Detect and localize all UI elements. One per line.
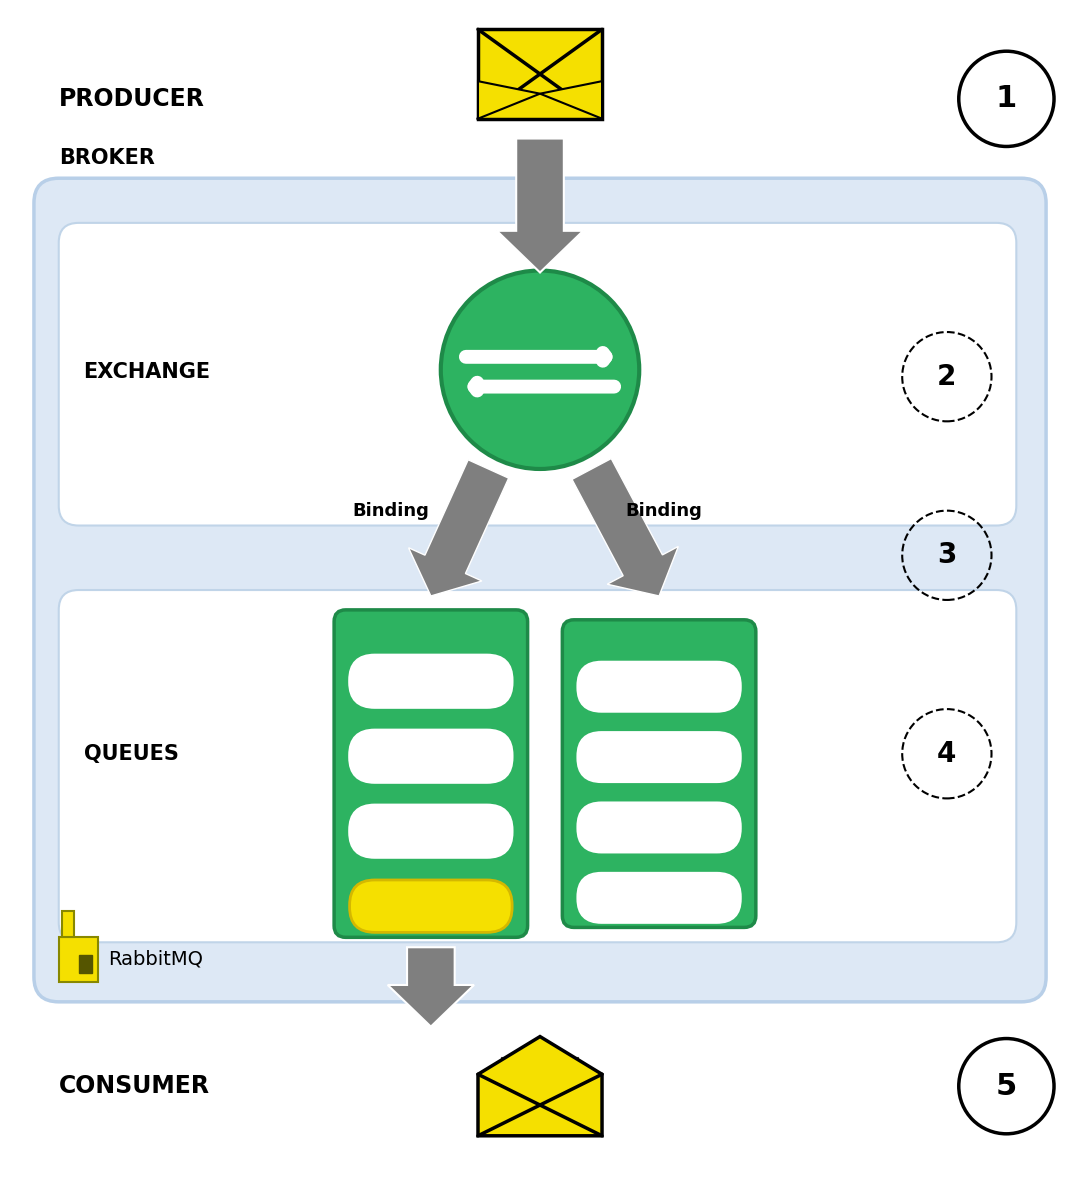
Text: BROKER: BROKER [58, 148, 155, 169]
Text: 4: 4 [937, 740, 956, 768]
Text: 3: 3 [937, 541, 956, 570]
Text: Binding: Binding [353, 502, 430, 520]
Polygon shape [572, 458, 678, 596]
FancyBboxPatch shape [350, 805, 512, 857]
Text: Binding: Binding [626, 502, 703, 520]
Text: 5: 5 [995, 1072, 1017, 1100]
FancyBboxPatch shape [562, 620, 756, 927]
Polygon shape [478, 81, 540, 119]
FancyBboxPatch shape [79, 956, 92, 973]
Circle shape [441, 271, 639, 469]
FancyBboxPatch shape [350, 880, 512, 932]
Polygon shape [408, 459, 509, 596]
FancyBboxPatch shape [58, 938, 99, 982]
Text: CONSUMER: CONSUMER [58, 1074, 210, 1098]
FancyBboxPatch shape [578, 874, 741, 922]
Polygon shape [497, 139, 583, 273]
Text: QUEUES: QUEUES [83, 744, 179, 763]
FancyBboxPatch shape [578, 802, 741, 852]
Polygon shape [388, 947, 474, 1027]
FancyBboxPatch shape [350, 730, 512, 782]
Text: 1: 1 [995, 84, 1017, 113]
Text: 2: 2 [937, 363, 956, 391]
FancyBboxPatch shape [578, 732, 741, 782]
FancyBboxPatch shape [478, 30, 602, 119]
FancyBboxPatch shape [58, 223, 1016, 526]
FancyBboxPatch shape [501, 1059, 578, 1128]
Text: PRODUCER: PRODUCER [58, 87, 205, 110]
Text: RabbitMQ: RabbitMQ [108, 950, 204, 969]
FancyBboxPatch shape [350, 655, 512, 707]
FancyBboxPatch shape [578, 662, 741, 711]
Polygon shape [478, 1036, 602, 1136]
FancyBboxPatch shape [58, 590, 1016, 942]
Text: EXCHANGE: EXCHANGE [83, 362, 211, 382]
FancyBboxPatch shape [34, 178, 1046, 1002]
FancyBboxPatch shape [62, 910, 74, 938]
Polygon shape [540, 81, 602, 119]
FancyBboxPatch shape [335, 610, 527, 938]
